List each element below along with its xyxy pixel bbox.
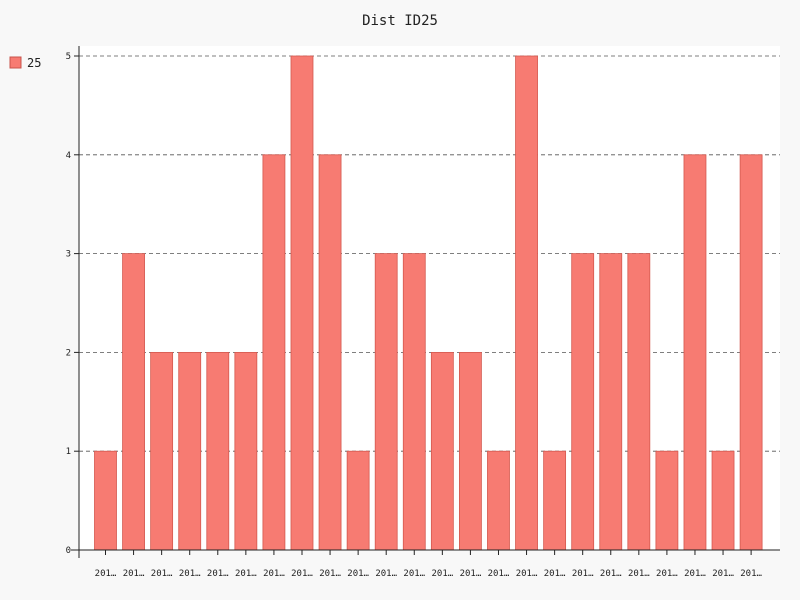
x-tick-label: 201… [291,569,313,579]
legend-swatch[interactable] [9,56,22,69]
x-tick-label: 201… [488,569,510,579]
legend-label[interactable]: 25 [27,56,41,70]
x-tick-label: 201… [431,569,453,579]
x-tick-label: 201… [123,569,145,579]
bar[interactable] [683,154,707,551]
x-tick-label: 201… [712,569,734,579]
x-tick-label: 201… [151,569,173,579]
x-tick-label: 201… [600,569,622,579]
y-tick-labels: 0 1 2 3 4 5 [66,52,79,556]
y-tick-label: 3 [66,250,71,260]
bar[interactable] [206,351,230,551]
x-tick-label: 201… [207,569,229,579]
x-tick-label: 201… [263,569,285,579]
bar[interactable] [711,450,735,551]
x-tick-label: 201… [516,569,538,579]
x-tick-label: 201… [656,569,678,579]
bar[interactable] [402,253,426,551]
x-tick-label: 201… [179,569,201,579]
y-tick-label: 0 [66,546,71,556]
bar[interactable] [739,154,763,551]
bar[interactable] [515,55,538,551]
x-tick-labels: 201… 201… 201… 201… 201… 201… 201… 201… 201… 201…… [95,550,763,579]
x-tick-label: 201… [235,569,257,579]
bar[interactable] [346,450,370,551]
bar[interactable] [627,253,651,551]
bar[interactable] [655,450,679,551]
bar[interactable] [122,253,145,551]
x-tick-label: 201… [347,569,369,579]
y-tick-label: 4 [66,151,71,161]
legend[interactable]: 25 [9,56,41,70]
bar[interactable] [571,253,595,551]
bar[interactable] [290,55,314,551]
bar[interactable] [94,450,117,551]
bars [94,55,763,551]
y-tick-label: 1 [66,447,71,457]
bar[interactable] [374,253,398,551]
bar[interactable] [599,253,623,551]
x-tick-label: 201… [740,569,762,579]
x-tick-label: 201… [572,569,594,579]
bar[interactable] [178,351,202,551]
bar[interactable] [318,154,342,551]
bar[interactable] [543,450,567,551]
x-tick-label: 201… [628,569,650,579]
x-tick-label: 201… [403,569,425,579]
x-tick-label: 201… [544,569,566,579]
chart-title: Dist ID25 [362,13,438,29]
x-tick-label: 201… [684,569,706,579]
bar[interactable] [487,450,510,551]
x-tick-label: 201… [319,569,341,579]
y-tick-label: 2 [66,348,71,358]
x-tick-label: 201… [375,569,397,579]
bar[interactable] [150,351,174,551]
y-tick-label: 5 [66,52,71,62]
x-tick-label: 201… [95,569,117,579]
x-tick-label: 201… [460,569,482,579]
bar[interactable] [430,351,454,551]
bar[interactable] [234,351,258,551]
bar[interactable] [459,351,482,551]
bar[interactable] [262,154,286,551]
